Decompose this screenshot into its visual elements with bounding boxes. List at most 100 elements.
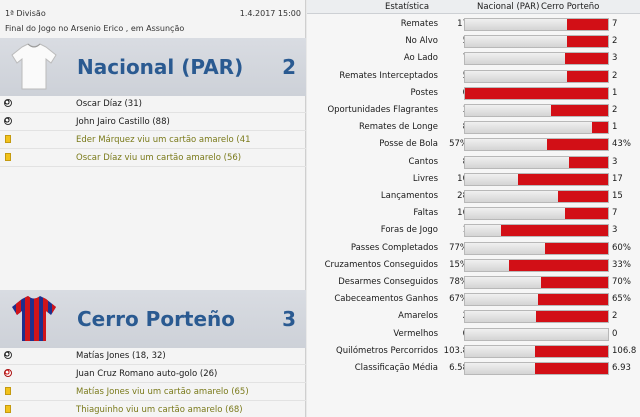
- stats-header-label: Estatística: [385, 2, 430, 12]
- stat-comparison-bar: [464, 190, 609, 203]
- stat-row: Remates 17 7: [307, 16, 640, 33]
- booking-event: Eder Márquez viu um cartão amarelo (41: [0, 132, 306, 149]
- stats-header-away: Cerro Porteño: [541, 2, 600, 12]
- stat-away-value: 3: [612, 156, 618, 167]
- goal-ball-icon: [4, 351, 12, 359]
- stat-away-share-fill: [565, 208, 608, 220]
- stat-label: Livres: [412, 173, 438, 184]
- away-team-name[interactable]: Cerro Porteño: [77, 307, 236, 331]
- stat-away-share-fill: [551, 105, 608, 116]
- stat-row: Foras de Jogo13: [307, 222, 640, 239]
- stat-away-share-fill: [558, 191, 608, 202]
- stat-row: Cantos83: [307, 154, 640, 171]
- stat-away-share-fill: [465, 87, 608, 99]
- event-text: Juan Cruz Romano auto-golo (26): [76, 369, 218, 379]
- stat-home-value: 78%: [449, 277, 468, 287]
- stat-away-value: 1: [612, 122, 618, 133]
- stat-label: Cabeceamentos Ganhos: [334, 294, 438, 305]
- stat-away-value: 6.93: [612, 363, 631, 373]
- stat-comparison-bar: [464, 310, 609, 324]
- stat-label: Cruzamentos Conseguidos: [324, 259, 438, 270]
- home-team-box[interactable]: Nacional (PAR) 2: [0, 38, 306, 96]
- stat-away-value: 65%: [612, 294, 631, 305]
- home-team-name[interactable]: Nacional (PAR): [77, 55, 244, 79]
- stat-comparison-bar: [464, 327, 609, 341]
- stat-comparison-bar: [464, 362, 609, 375]
- competition-label: 1ª Divisão: [5, 9, 46, 18]
- goal-event: Oscar Díaz (31): [0, 96, 306, 113]
- stat-away-value: 60%: [612, 242, 631, 253]
- stat-row: Classificação Média 6.58 6.93: [307, 360, 640, 377]
- stat-away-value: 17: [612, 173, 623, 184]
- stat-away-value: 33%: [612, 259, 631, 270]
- stat-row: Amarelos22: [307, 308, 640, 325]
- stat-away-share-fill: [535, 363, 608, 374]
- stat-comparison-bar: [464, 52, 609, 66]
- stat-away-value: 7: [612, 208, 618, 219]
- stat-away-value: 43%: [612, 139, 631, 150]
- stat-away-share-fill: [567, 70, 608, 82]
- goal-ball-icon: [4, 99, 12, 107]
- stat-home-value: 28: [457, 191, 468, 201]
- stat-label: Vermelhos: [393, 328, 438, 339]
- stats-header-home: Nacional (PAR): [477, 2, 540, 12]
- stat-label: Quilómetros Percorridos: [336, 345, 438, 356]
- stat-home-value: 17: [457, 19, 468, 29]
- stat-comparison-bar: [464, 155, 609, 169]
- away-team-box[interactable]: Cerro Porteño 3: [0, 290, 306, 348]
- event-text: Thiaguinho viu um cartão amarelo (68): [76, 405, 243, 415]
- stat-away-share-fill: [569, 156, 608, 168]
- stat-label: Faltas: [413, 208, 438, 219]
- stat-row: Vermelhos00: [307, 326, 640, 343]
- home-shirt-icon: [11, 43, 57, 90]
- stat-away-share-fill: [538, 294, 608, 306]
- stat-comparison-bar: [464, 121, 609, 135]
- stat-away-share-fill: [592, 122, 608, 134]
- stat-label: Oportunidades Flagrantes: [327, 105, 438, 115]
- stat-away-value: 106.8: [612, 345, 637, 356]
- stat-away-value: 3: [612, 225, 618, 236]
- stat-label: Cantos: [408, 156, 439, 167]
- away-team-score: 3: [282, 307, 296, 331]
- stat-comparison-bar: [464, 18, 609, 31]
- stat-home-value: 6.58: [449, 363, 468, 373]
- stat-row: Postes01: [307, 85, 640, 102]
- event-text: Oscar Díaz (31): [76, 99, 142, 109]
- yellow-card-icon: [5, 153, 11, 161]
- stat-away-value: 2: [612, 36, 618, 47]
- stat-row: Lançamentos 28 15: [307, 188, 640, 205]
- goal-event: John Jairo Castillo (88): [0, 114, 306, 131]
- match-summary-panel: 1ª Divisão 1.4.2017 15:00 Final do Jogo …: [0, 0, 306, 417]
- stat-away-value: 0: [612, 328, 618, 339]
- stat-away-value: 2: [612, 70, 618, 81]
- stat-home-value: 57%: [449, 139, 468, 150]
- stat-label: Postes: [410, 87, 438, 98]
- stat-away-share-fill: [536, 311, 608, 323]
- stat-home-value: 103.8: [443, 345, 468, 356]
- stat-away-share-fill: [567, 36, 608, 48]
- stat-away-share-fill: [541, 277, 608, 288]
- stats-header: Estatística Nacional (PAR) Cerro Porteño: [307, 0, 640, 14]
- stat-label: Ao Lado: [403, 53, 438, 64]
- stat-label: Lançamentos: [380, 191, 438, 201]
- goal-event: Juan Cruz Romano auto-golo (26): [0, 366, 306, 383]
- stat-away-share-fill: [535, 345, 608, 357]
- stat-row: Passes Completados 77% 60%: [307, 240, 640, 257]
- stat-label: Classificação Média: [354, 363, 438, 373]
- event-text: John Jairo Castillo (88): [76, 117, 170, 127]
- stat-row: Oportunidades Flagrantes32: [307, 102, 640, 119]
- event-text: Matías Jones (18, 32): [76, 351, 166, 361]
- match-venue-status: Final do Jogo no Arsenio Erico , em Assu…: [5, 24, 185, 33]
- stat-comparison-bar: [464, 241, 609, 255]
- match-header: 1ª Divisão 1.4.2017 15:00: [5, 9, 301, 21]
- match-stats-panel: Estatística Nacional (PAR) Cerro Porteño…: [307, 0, 640, 417]
- stat-row: No Alvo52: [307, 33, 640, 50]
- stat-away-value: 70%: [612, 277, 631, 287]
- event-text: Matías Jones viu um cartão amarelo (65): [76, 387, 249, 397]
- stat-comparison-bar: [464, 293, 609, 307]
- stat-label: Remates de Longe: [358, 122, 438, 133]
- stat-away-value: 7: [612, 19, 618, 29]
- booking-event: Thiaguinho viu um cartão amarelo (68): [0, 402, 306, 417]
- stat-label: Posse de Bola: [379, 139, 438, 150]
- stat-comparison-bar: [464, 172, 609, 186]
